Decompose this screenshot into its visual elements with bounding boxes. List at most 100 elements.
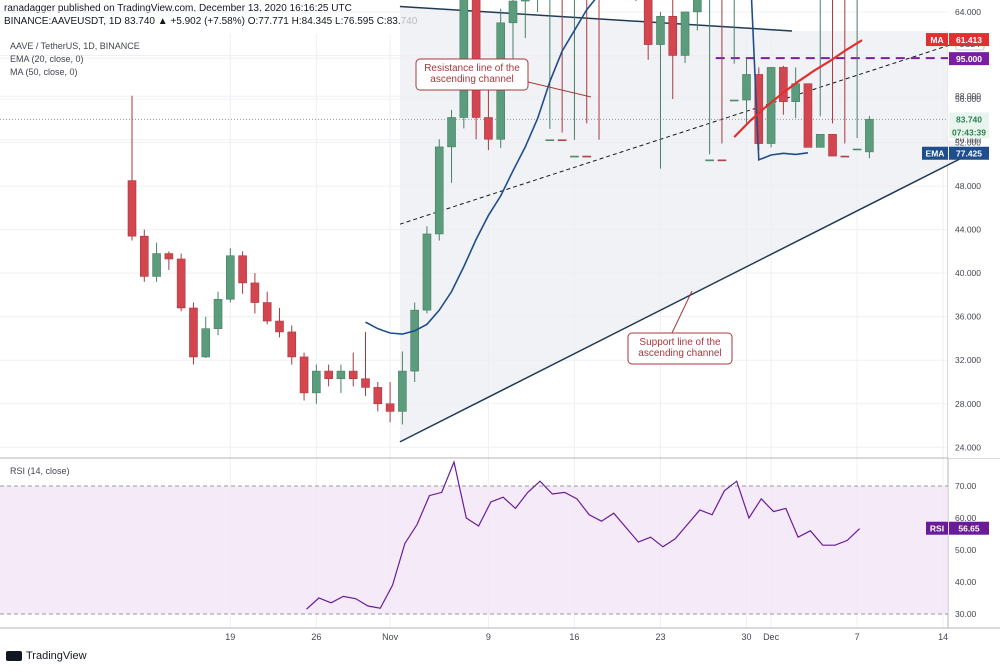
candle-up xyxy=(520,0,530,2)
candle-up xyxy=(336,370,346,380)
time-tick-label: 30 xyxy=(741,632,751,642)
candle-up xyxy=(434,146,444,235)
rsi-line xyxy=(306,459,860,610)
candle-down xyxy=(361,378,370,388)
rsi-tick-label: 70.00 xyxy=(955,481,977,491)
price-tick-label: 28.000 xyxy=(955,399,981,409)
candle-up xyxy=(201,328,211,358)
candle-up xyxy=(410,309,419,372)
ma-axis-value: 61.413 xyxy=(956,35,982,45)
candle-up xyxy=(742,74,751,101)
price-tick-label: 48.000 xyxy=(955,181,981,191)
publish-info: ranadagger published on TradingView.com,… xyxy=(4,3,352,14)
annotation-text: Resistance line of the xyxy=(424,63,520,74)
support-line xyxy=(399,149,977,443)
rsi-legend[interactable]: RSI (14, close) xyxy=(10,466,70,476)
time-tick-label: 23 xyxy=(655,632,665,642)
price-tick-label: 32.000 xyxy=(955,355,981,365)
tradingview-logo-text: TradingView xyxy=(26,650,87,662)
rsi-tick-label: 50.00 xyxy=(955,545,977,555)
candle-down xyxy=(238,255,247,284)
candle-up xyxy=(447,117,456,148)
ma-axis-name: MA xyxy=(930,35,943,45)
candle-up xyxy=(852,148,862,151)
symbol-ohlc: BINANCE:AAVEUSDT, 1D 83.740 ▲ +5.902 (+7… xyxy=(4,16,418,27)
candle-down xyxy=(828,134,837,157)
ema-line xyxy=(365,0,809,335)
price-tick-label: 52.000 xyxy=(955,138,981,148)
candle-down xyxy=(250,282,260,303)
price-tick-label: 36.000 xyxy=(955,312,981,322)
candle-down xyxy=(139,235,149,277)
rsi-tick-label: 30.00 xyxy=(955,609,977,619)
candle-down xyxy=(385,403,395,412)
candle-up xyxy=(656,15,665,45)
candle-up xyxy=(545,139,555,142)
rsi-band xyxy=(0,486,948,614)
candle-down xyxy=(189,307,198,358)
symbol-legend: AAVE / TetherUS, 1D, BINANCE xyxy=(10,41,140,51)
rsi-axis-name-bg xyxy=(926,521,948,535)
candle-up xyxy=(570,155,579,158)
time-tick-label: 16 xyxy=(569,632,579,642)
ma-line xyxy=(733,39,863,138)
candle-up xyxy=(693,0,702,13)
candle-down xyxy=(299,356,309,394)
ema-axis-value-bg xyxy=(949,146,989,160)
candle-down xyxy=(164,253,174,260)
time-tick-label: 26 xyxy=(311,632,321,642)
time-tick-label: 19 xyxy=(225,632,235,642)
candle-down xyxy=(275,320,284,333)
candle-up xyxy=(422,233,432,311)
candle-down xyxy=(348,370,358,380)
annotation-text: ascending channel xyxy=(638,348,721,359)
candle-up xyxy=(312,370,321,394)
candle-up xyxy=(705,159,714,162)
ema-legend[interactable]: EMA (20, close, 0) xyxy=(10,54,84,64)
candle-down xyxy=(643,0,653,45)
candle-down xyxy=(484,117,493,140)
rsi-axis-name: RSI xyxy=(930,524,944,534)
candle-up xyxy=(865,119,874,153)
candle-down xyxy=(127,180,137,237)
candle-down xyxy=(557,139,567,142)
annotation-text: Support line of the xyxy=(639,337,721,348)
time-tick-label: Nov xyxy=(382,632,399,642)
candle-down xyxy=(324,370,333,380)
candle-up xyxy=(226,255,235,300)
annotation-pointer xyxy=(527,81,592,98)
rsi-axis-value-bg xyxy=(949,521,989,535)
ema-axis-value: 77.425 xyxy=(956,149,982,159)
candle-up xyxy=(815,134,825,148)
candle-down xyxy=(717,159,727,162)
tradingview-logo[interactable]: TradingView xyxy=(6,650,87,662)
candle-up xyxy=(508,0,518,24)
annotation-text: ascending channel xyxy=(430,74,513,85)
price-tick-label: 44.000 xyxy=(955,225,981,235)
price-tick-label: 40.000 xyxy=(955,268,981,278)
candle-down xyxy=(668,15,678,56)
candle-up xyxy=(729,99,739,102)
candle-up xyxy=(152,253,161,277)
candle-down xyxy=(287,331,297,358)
candle-down xyxy=(262,302,272,322)
candle-up xyxy=(213,298,223,329)
price-tick-label: 56.000 xyxy=(955,94,981,104)
annotation-box xyxy=(415,58,529,91)
candle-down xyxy=(803,83,813,148)
candle-down xyxy=(373,387,383,405)
time-tick-label: 9 xyxy=(486,632,491,642)
ma-legend[interactable]: MA (50, close, 0) xyxy=(10,67,78,77)
ma-axis-value-bg xyxy=(949,33,989,47)
rsi-tick-label: 60.00 xyxy=(955,513,977,523)
time-tick-label: Dec xyxy=(763,632,780,642)
time-tick-label: 7 xyxy=(855,632,860,642)
candle-down xyxy=(582,155,592,158)
candle-up xyxy=(680,11,690,56)
ema-axis-name: EMA xyxy=(926,149,945,159)
tradingview-logo-icon xyxy=(6,651,22,661)
last-price-label-bg xyxy=(949,112,989,126)
last-price-label: 83.740 xyxy=(956,114,982,124)
candle-up xyxy=(398,370,407,412)
